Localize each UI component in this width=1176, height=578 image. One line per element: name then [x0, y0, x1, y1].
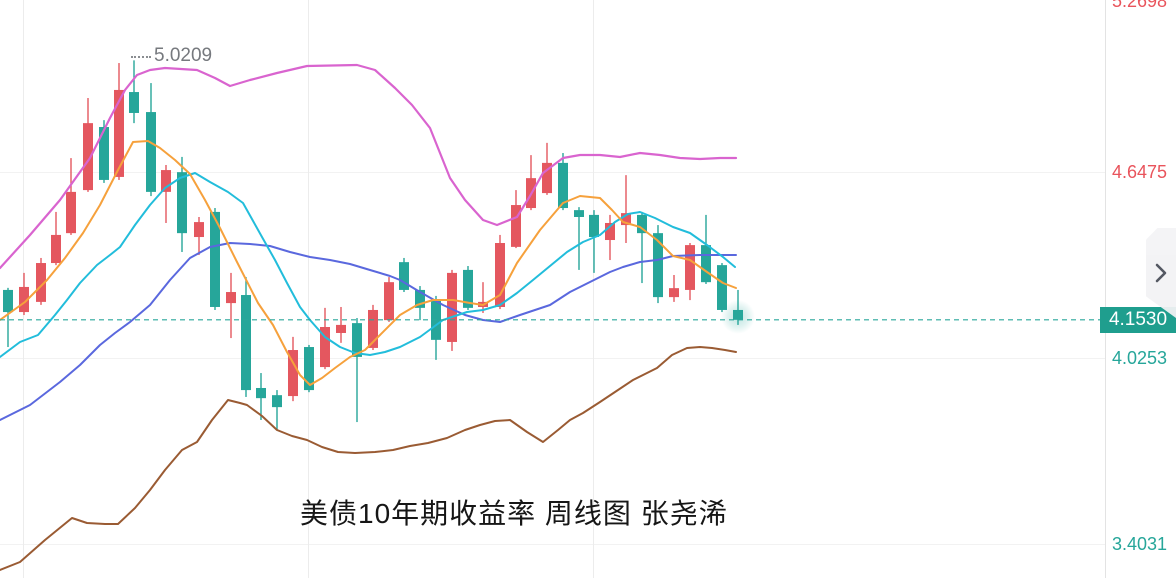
price-axis-label: 5.2698 — [1112, 0, 1168, 11]
overlay-ma_blue — [0, 242, 737, 421]
dotted-leader-line — [131, 56, 151, 58]
chart-title-watermark: 美债10年期收益率 周线图 张尧浠 — [300, 498, 728, 529]
chevron-right-icon — [1155, 263, 1167, 283]
price-axis-label: 4.0253 — [1112, 348, 1168, 368]
indicator-lines — [0, 63, 738, 571]
gridlines — [0, 0, 1105, 578]
overlay-ma_cyan — [0, 172, 736, 358]
price-axis-label: 4.6475 — [1112, 162, 1168, 182]
overlay-upper_band_magenta — [0, 63, 738, 270]
last-price-badge: 4.1530 — [1100, 306, 1176, 333]
overlay-lower_band_brown — [0, 346, 737, 571]
last-candle-glow — [721, 299, 755, 334]
candlesticks — [3, 60, 743, 431]
overlay-mid_band_orange — [0, 140, 737, 386]
price-axis-label: 3.4031 — [1112, 534, 1168, 554]
peak-price-annotation: 5.0209 — [131, 45, 212, 67]
price-axis[interactable]: 5.2698 4.6475 4.0253 3.4031 — [1105, 0, 1176, 578]
peak-price-value: 5.0209 — [154, 45, 213, 66]
